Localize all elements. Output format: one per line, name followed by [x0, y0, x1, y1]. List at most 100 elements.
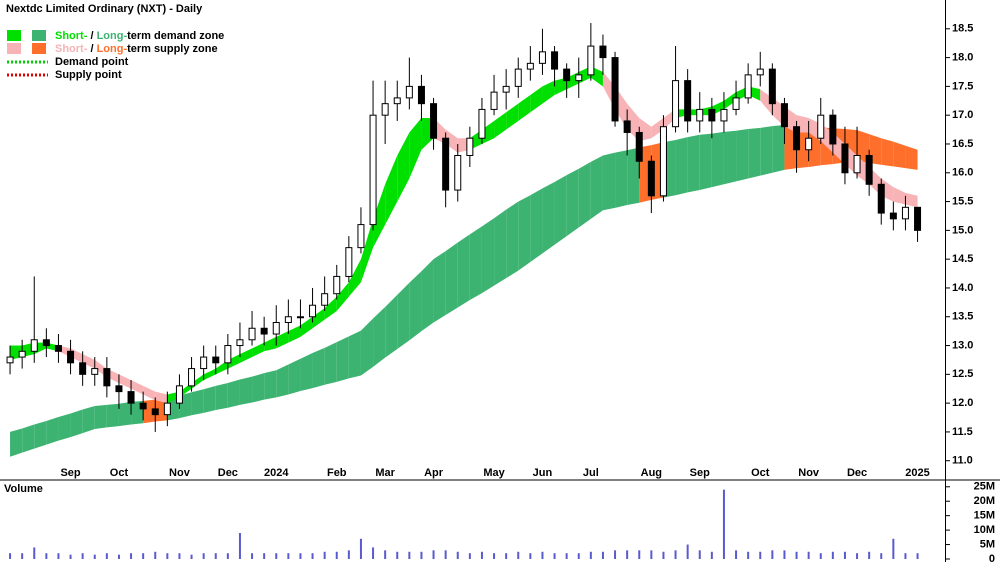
volume-bar	[601, 551, 604, 559]
legend-text: Short-	[55, 43, 88, 55]
candle-body	[272, 322, 280, 335]
legend-swatch	[7, 43, 21, 54]
volume-bar	[226, 553, 229, 559]
y-tick-label: 10M	[974, 524, 995, 536]
volume-bar	[117, 554, 120, 559]
long-term-zone	[421, 259, 434, 332]
long-term-zone	[360, 318, 374, 376]
volume-bar	[819, 553, 822, 559]
x-tick-label: Dec	[847, 467, 867, 479]
long-term-zone	[227, 379, 240, 408]
volume-bar	[626, 550, 629, 559]
candle-body	[430, 103, 438, 139]
volume-bar	[589, 551, 592, 559]
volume-bar	[892, 538, 895, 559]
volume-bar	[759, 551, 762, 559]
y-tick-label: 14.0	[952, 282, 973, 294]
candle-body	[357, 224, 365, 249]
volume-bar	[45, 553, 48, 559]
volume-bar	[916, 553, 919, 559]
volume-bar	[686, 544, 689, 559]
x-tick-label: Sep	[690, 467, 710, 479]
candle-body	[780, 103, 788, 128]
legend-label: Demand point	[55, 56, 129, 68]
long-term-zone	[106, 403, 119, 428]
y-tick-label: 16.5	[952, 138, 973, 150]
candle-body	[381, 103, 389, 116]
short-term-zone	[336, 282, 349, 311]
y-tick-label: 15.0	[952, 224, 973, 236]
long-term-zone	[893, 141, 906, 169]
long-term-zone	[542, 181, 555, 254]
long-term-zone	[288, 358, 301, 395]
x-tick-label: Oct	[110, 467, 129, 479]
x-tick-label: Feb	[327, 467, 347, 479]
legend-swatch	[32, 30, 46, 41]
short-term-zone	[360, 218, 374, 283]
y-tick-label: 12.0	[952, 397, 973, 409]
x-tick-label: Jul	[583, 467, 599, 479]
long-term-zone	[760, 126, 773, 176]
short-term-zone	[143, 385, 156, 401]
x-tick-label: Dec	[218, 467, 238, 479]
volume-bar	[166, 553, 169, 559]
volume-bar	[372, 547, 375, 559]
candle-body	[732, 97, 740, 110]
long-term-zone	[409, 271, 422, 341]
long-term-zone	[385, 294, 398, 358]
long-term-zone	[215, 382, 228, 411]
legend-swatch	[7, 30, 21, 41]
volume-bar	[275, 553, 278, 559]
short-term-zone	[409, 118, 422, 179]
short-term-zone	[518, 95, 531, 121]
candle-body	[466, 137, 474, 156]
volume-bar	[384, 550, 387, 559]
long-term-zone	[518, 195, 531, 271]
long-term-zone	[481, 218, 495, 294]
x-tick-label: 2025	[905, 467, 929, 479]
candle-body	[514, 68, 522, 87]
candle-body	[889, 212, 897, 220]
long-term-zone	[70, 409, 83, 438]
long-term-zone	[857, 130, 870, 163]
long-term-zone	[373, 306, 386, 367]
volume-bar	[33, 547, 36, 559]
volume-bar	[468, 553, 471, 559]
volume-bar	[795, 551, 798, 559]
volume-title: Volume	[4, 483, 43, 495]
y-tick-label: 17.5	[952, 80, 973, 92]
short-term-zone	[905, 192, 918, 208]
volume-bar	[710, 551, 713, 559]
candle-body	[684, 80, 692, 122]
long-term-zone	[506, 201, 519, 279]
candle-body	[672, 80, 680, 128]
candle-body	[236, 339, 244, 347]
candle-body	[526, 62, 534, 70]
long-term-zone	[530, 188, 543, 263]
price-panel	[6, 23, 922, 457]
short-term-zone	[893, 187, 906, 205]
short-term-zone	[651, 118, 664, 139]
volume-bar	[396, 551, 399, 559]
candle-body	[659, 126, 667, 197]
long-term-zone	[590, 155, 603, 219]
candle-body	[151, 408, 159, 416]
volume-bar	[698, 550, 701, 559]
volume-bar	[105, 553, 108, 559]
long-term-zone	[687, 134, 700, 193]
candle-body	[853, 154, 861, 174]
volume-bar	[831, 551, 834, 559]
candle-body	[393, 97, 401, 105]
long-term-zone	[276, 364, 289, 398]
candle-body	[91, 368, 99, 375]
volume-bar	[347, 550, 350, 559]
long-term-zone	[397, 282, 410, 349]
x-tick-label: Mar	[375, 467, 395, 479]
short-term-zone	[215, 359, 228, 375]
y-tick-label: 18.5	[952, 23, 973, 35]
y-tick-label: 13.5	[952, 311, 973, 323]
volume-bar	[93, 554, 96, 559]
volume-bar	[529, 553, 532, 559]
volume-bar	[880, 553, 883, 559]
